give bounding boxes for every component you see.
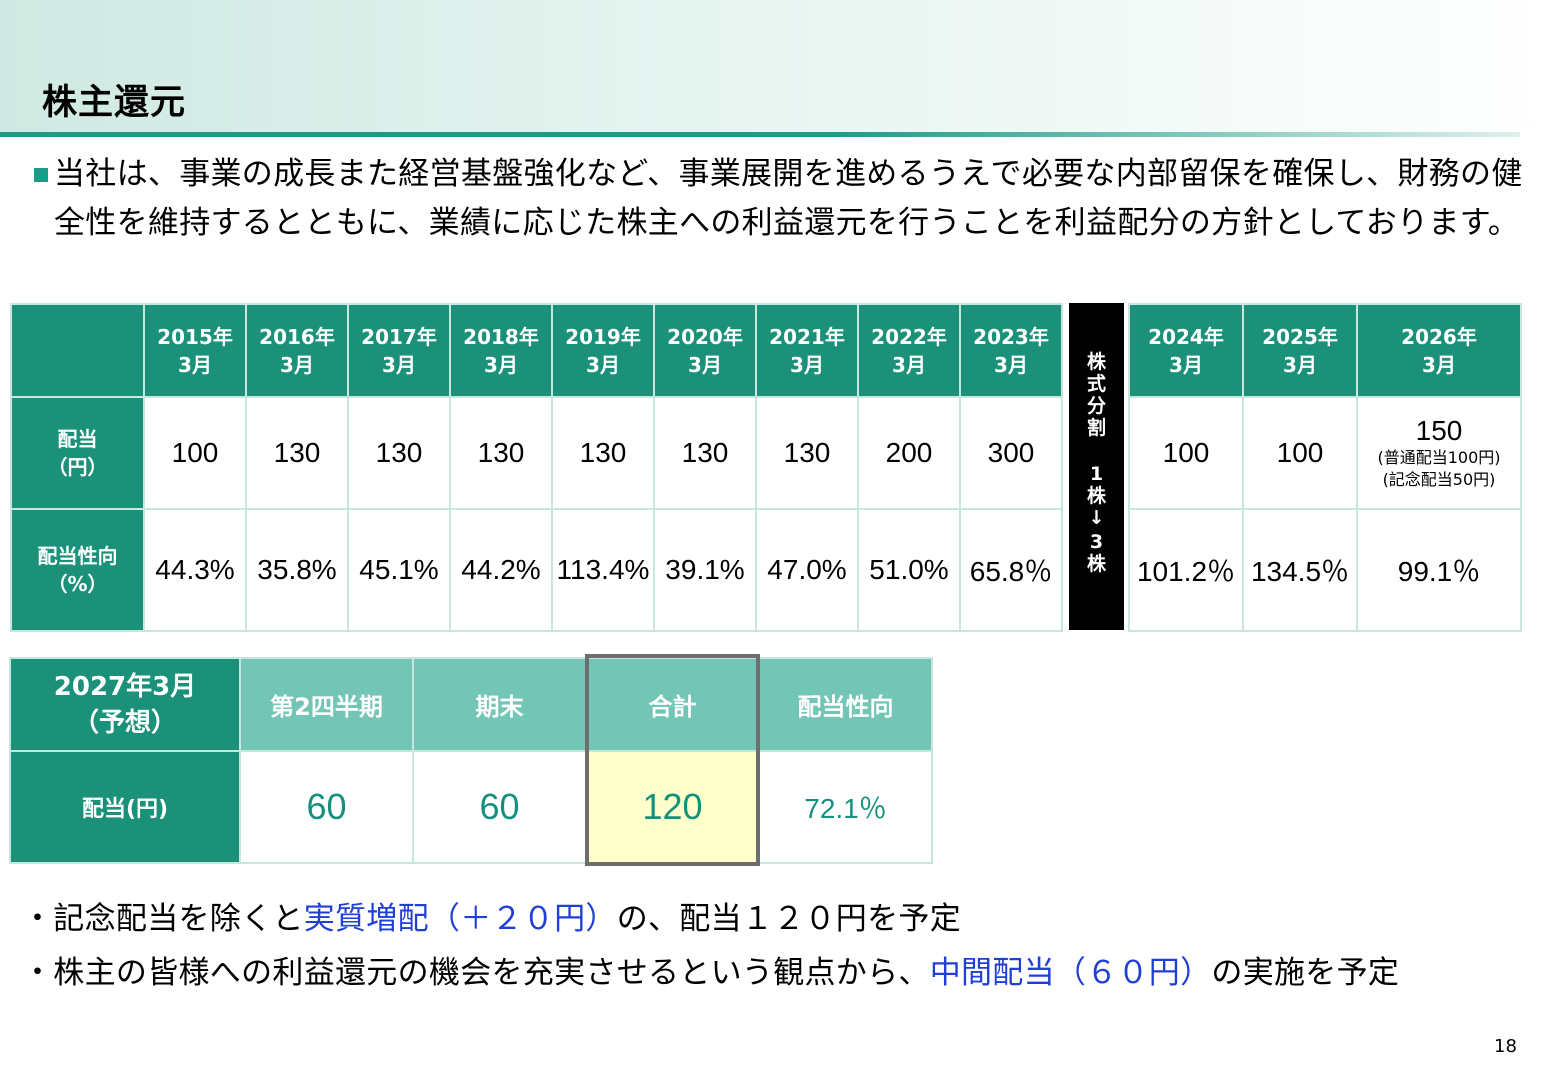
payout-row: 配当性向 （%） 44.3% 35.8% 45.1% 44.2% 113.4% …	[10, 508, 1063, 632]
dividend-row: 配当 （円） 100 130 130 130 130 130 130 200 3…	[10, 396, 1063, 510]
payout-value: 101.2％	[1128, 508, 1244, 632]
stock-split-label: 株 式 分 割 1 株 ↓ 3 株	[1069, 303, 1124, 630]
dividend-value: 200	[857, 396, 961, 510]
payout-value: 99.1％	[1356, 508, 1522, 632]
dividend-value: 130	[245, 396, 349, 510]
year-header: 2015年 3月	[143, 303, 247, 398]
dividend-value: 300	[959, 396, 1063, 510]
note-emphasis: 中間配当（６０円）	[929, 955, 1212, 991]
dividend-value: 130	[653, 396, 757, 510]
total-dividend: 120	[585, 750, 760, 864]
split-char: 割	[1086, 417, 1106, 439]
page-number: 18	[1494, 1036, 1517, 1057]
dividend-value: 130	[449, 396, 553, 510]
note-text: の、配当１２０円を予定	[616, 901, 962, 937]
intro-text: 当社は、事業の成長また経営基盤強化など、事業展開を進めるうえで必要な内部留保を確…	[54, 156, 1523, 241]
split-char: 分	[1086, 395, 1106, 417]
header-total: 合計	[585, 657, 760, 752]
note-interim: ・株主の皆様への利益還元の機会を充実させるという観点から、中間配当（６０円）の実…	[22, 947, 1399, 992]
forecast-label: （予想）	[72, 707, 177, 738]
year-header: 2022年 3月	[857, 303, 961, 398]
split-char: 3	[1089, 531, 1104, 553]
note-text: ・記念配当を除くと	[22, 901, 304, 937]
year-header: 2023年 3月	[959, 303, 1063, 398]
q2-dividend: 60	[239, 750, 414, 864]
forecast-payout: 72.1％	[758, 750, 933, 864]
year-header: 2018年 3月	[449, 303, 553, 398]
split-char: 式	[1086, 373, 1106, 395]
payout-value: 39.1%	[653, 508, 757, 632]
payout-value: 134.5％	[1242, 508, 1358, 632]
row-label-payout: 配当性向 （%）	[10, 508, 145, 632]
year-header: 2017年 3月	[347, 303, 451, 398]
dividend-row: 100 100 150 (普通配当100円) (記念配当50円)	[1128, 396, 1522, 510]
table-header-row: 2024年 3月 2025年 3月 2026年 3月	[1128, 303, 1522, 398]
note-emphasis: 実質増配（＋２０円）	[303, 901, 617, 937]
ordinary-dividend-note: (普通配当100円)	[1377, 448, 1501, 467]
payout-value: 51.0%	[857, 508, 961, 632]
row-label-dividend: 配当 （円）	[10, 396, 145, 510]
forecast-value-row: 配当(円) 60 60 120 72.1％	[9, 750, 933, 864]
note-text: の実施を予定	[1211, 955, 1400, 991]
page-title: 株主還元	[42, 83, 187, 123]
corner-cell	[10, 303, 145, 398]
dividend-value: 130	[347, 396, 451, 510]
payout-value: 44.2%	[449, 508, 553, 632]
header-rule	[0, 132, 1520, 137]
forecast-table: 2027年3月 （予想） 第2四半期 期末 合計 配当性向 配当(円) 60 6…	[9, 657, 933, 864]
split-char: 株	[1086, 553, 1106, 575]
dividend-value: 130	[755, 396, 859, 510]
forecast-header-row: 2027年3月 （予想） 第2四半期 期末 合計 配当性向	[9, 657, 933, 752]
dividend-value: 130	[551, 396, 655, 510]
split-char: 株	[1086, 351, 1106, 373]
year-header: 2024年 3月	[1128, 303, 1244, 398]
year-header: 2020年 3月	[653, 303, 757, 398]
payout-row: 101.2％ 134.5％ 99.1％	[1128, 508, 1522, 632]
payout-value: 45.1%	[347, 508, 451, 632]
payout-value: 113.4%	[551, 508, 655, 632]
year-header: 2021年 3月	[755, 303, 859, 398]
dividend-value-with-notes: 150 (普通配当100円) (記念配当50円)	[1356, 396, 1522, 510]
header-band	[0, 0, 1560, 132]
table-header-row: 2015年 3月 2016年 3月 2017年 3月 2018年 3月 2019年 3月 …	[10, 303, 1063, 398]
note-text: ・株主の皆様への利益還元の機会を充実させるという観点から、	[22, 955, 930, 991]
year-end-dividend: 60	[412, 750, 587, 864]
dividend-value: 150	[1415, 415, 1463, 446]
forecast-period: 2027年3月	[53, 671, 197, 702]
header-payout: 配当性向	[758, 657, 933, 752]
intro-paragraph: 当社は、事業の成長また経営基盤強化など、事業展開を進めるうえで必要な内部留保を確…	[30, 150, 1530, 248]
down-arrow-icon: ↓	[1088, 507, 1105, 529]
dividend-value: 100	[1128, 396, 1244, 510]
payout-value: 65.8％	[959, 508, 1063, 632]
split-char: 株	[1086, 485, 1106, 507]
payout-value: 44.3%	[143, 508, 247, 632]
dividend-recent-table: 2024年 3月 2025年 3月 2026年 3月 100 100 150 (普通配…	[1128, 303, 1522, 632]
year-header: 2019年 3月	[551, 303, 655, 398]
square-bullet-icon	[34, 168, 48, 182]
payout-value: 35.8%	[245, 508, 349, 632]
payout-value: 47.0%	[755, 508, 859, 632]
note-commemorative: ・記念配当を除くと実質増配（＋２０円）の、配当１２０円を予定	[22, 893, 961, 938]
dividend-history-table: 2015年 3月 2016年 3月 2017年 3月 2018年 3月 2019年 3月 …	[10, 303, 1063, 632]
year-header: 2025年 3月	[1242, 303, 1358, 398]
row-label-dividend: 配当(円)	[9, 750, 241, 864]
header-q2: 第2四半期	[239, 657, 414, 752]
forecast-period-cell: 2027年3月 （予想）	[9, 657, 241, 752]
dividend-value: 100	[1242, 396, 1358, 510]
header-year-end: 期末	[412, 657, 587, 752]
commemorative-dividend-note: (記念配当50円)	[1382, 470, 1496, 489]
year-header: 2016年 3月	[245, 303, 349, 398]
year-header: 2026年 3月	[1356, 303, 1522, 398]
dividend-value: 100	[143, 396, 247, 510]
split-char: 1	[1089, 463, 1104, 485]
